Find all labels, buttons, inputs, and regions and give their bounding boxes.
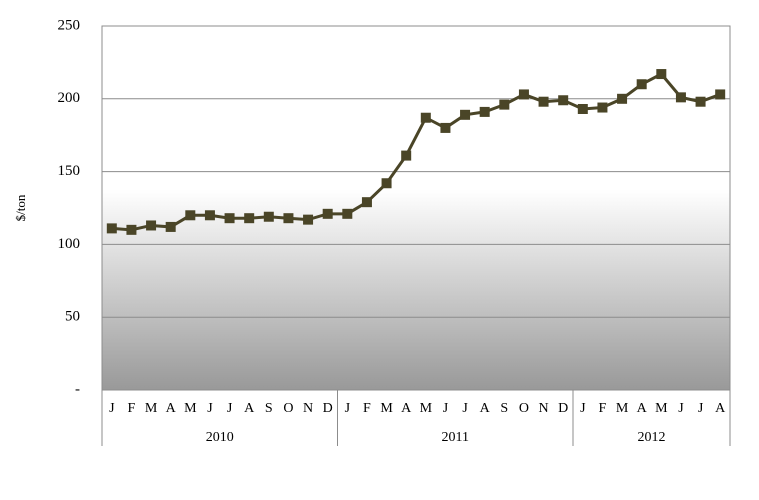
- x-tick-label: N: [303, 401, 313, 416]
- y-tick-label: 150: [58, 163, 81, 179]
- group-label: 2012: [638, 430, 666, 445]
- x-tick-label: J: [227, 401, 233, 416]
- x-tick-label: O: [283, 401, 293, 416]
- x-tick-label: M: [655, 401, 668, 416]
- marker: [695, 96, 706, 107]
- marker: [185, 210, 196, 221]
- x-tick-label: A: [715, 401, 726, 416]
- group-label: 2011: [442, 430, 469, 445]
- marker: [401, 150, 412, 161]
- x-tick-label: D: [323, 401, 333, 416]
- x-tick-label: M: [420, 401, 433, 416]
- marker: [499, 99, 510, 110]
- x-tick-label: F: [128, 401, 136, 416]
- x-tick-label: M: [616, 401, 629, 416]
- marker: [204, 210, 215, 221]
- marker: [361, 197, 372, 208]
- x-tick-label: S: [500, 401, 508, 416]
- group-label: 2010: [206, 430, 234, 445]
- y-tick-label: -: [75, 381, 80, 397]
- marker: [617, 93, 628, 104]
- marker: [460, 109, 471, 120]
- marker: [518, 89, 529, 100]
- x-tick-label: J: [678, 401, 684, 416]
- marker: [126, 224, 137, 235]
- marker: [263, 211, 274, 222]
- marker: [106, 223, 117, 234]
- x-tick-label: J: [443, 401, 449, 416]
- x-tick-label: O: [519, 401, 529, 416]
- x-tick-label: N: [539, 401, 549, 416]
- marker: [146, 220, 157, 231]
- x-tick-label: S: [265, 401, 273, 416]
- marker: [538, 96, 549, 107]
- x-tick-label: M: [380, 401, 393, 416]
- x-tick-label: F: [599, 401, 607, 416]
- marker: [165, 221, 176, 232]
- x-tick-label: F: [363, 401, 371, 416]
- y-axis-label: $/ton: [13, 194, 28, 221]
- plot-area: [101, 25, 731, 391]
- marker: [440, 122, 451, 133]
- marker: [656, 69, 667, 80]
- x-tick-label: J: [345, 401, 351, 416]
- marker: [636, 79, 647, 90]
- y-tick-label: 200: [58, 90, 81, 106]
- x-tick-label: J: [698, 401, 704, 416]
- y-tick-label: 50: [65, 309, 80, 325]
- marker: [342, 208, 353, 219]
- x-tick-label: M: [145, 401, 158, 416]
- marker: [558, 95, 569, 106]
- marker: [420, 112, 431, 123]
- y-tick-label: 100: [58, 236, 81, 252]
- marker: [381, 178, 392, 189]
- marker: [597, 102, 608, 113]
- marker: [577, 103, 588, 114]
- marker: [479, 106, 490, 117]
- y-tick-label: 250: [58, 17, 81, 33]
- x-tick-label: J: [580, 401, 586, 416]
- marker: [303, 214, 314, 225]
- x-tick-label: A: [401, 401, 412, 416]
- marker: [283, 213, 294, 224]
- x-tick-label: A: [480, 401, 491, 416]
- marker: [322, 208, 333, 219]
- marker: [244, 213, 255, 224]
- marker: [715, 89, 726, 100]
- x-tick-label: J: [109, 401, 115, 416]
- marker: [675, 92, 686, 103]
- x-tick-label: J: [462, 401, 468, 416]
- x-tick-label: J: [207, 401, 213, 416]
- x-tick-label: M: [184, 401, 197, 416]
- x-tick-label: A: [166, 401, 177, 416]
- x-tick-label: A: [244, 401, 255, 416]
- x-tick-label: D: [558, 401, 568, 416]
- x-tick-label: A: [637, 401, 648, 416]
- marker: [224, 213, 235, 224]
